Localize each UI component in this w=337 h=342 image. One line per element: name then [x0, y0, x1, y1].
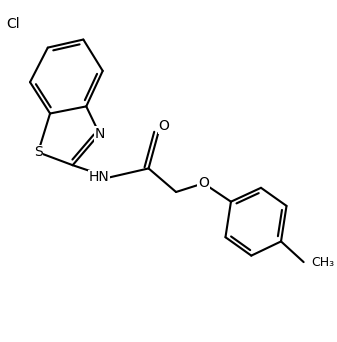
Text: Cl: Cl [6, 17, 20, 31]
Text: O: O [158, 119, 169, 133]
Text: N: N [94, 127, 105, 141]
Text: HN: HN [88, 170, 109, 184]
Text: S: S [34, 145, 42, 159]
Text: O: O [198, 176, 209, 190]
Text: CH₃: CH₃ [312, 255, 335, 268]
